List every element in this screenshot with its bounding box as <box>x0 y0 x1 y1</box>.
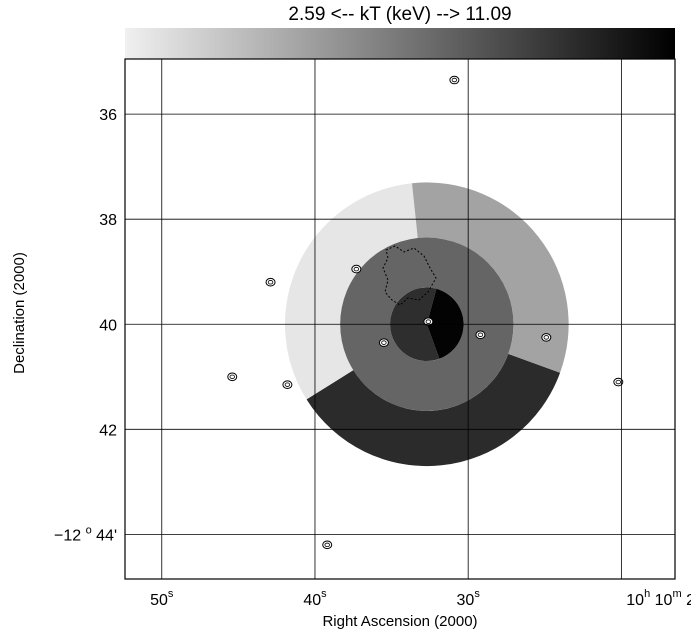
y-tick-label: −12 o 44' <box>54 524 117 544</box>
plot-frame <box>124 58 676 580</box>
coordinate-grid <box>125 59 675 579</box>
point-source <box>423 317 434 326</box>
point-source <box>449 75 460 85</box>
x-tick-label: 30s <box>457 588 481 609</box>
temperature-region <box>411 182 569 373</box>
point-source <box>541 333 552 342</box>
y-tick-labels: 36 38 40 42 −12 o 44' <box>54 107 117 544</box>
temperature-regions <box>284 182 569 467</box>
point-source <box>227 372 238 382</box>
point-source <box>322 540 333 550</box>
y-tick-label: 40 <box>99 317 117 334</box>
colorbar <box>125 28 675 59</box>
y-axis-title: Declination (2000) <box>11 252 28 374</box>
x-tick-label: 10h 10m 20s <box>626 588 691 609</box>
y-tick-label: 42 <box>99 422 117 439</box>
emission-contour <box>382 245 437 306</box>
y-tick-label: 38 <box>99 212 117 229</box>
temperature-region <box>306 353 561 467</box>
temperature-region <box>284 183 418 400</box>
x-axis-title: Right Ascension (2000) <box>322 613 477 630</box>
x-tick-label: 40s <box>303 588 327 609</box>
temperature-region <box>340 237 514 411</box>
point-source <box>265 277 276 287</box>
colorbar-title: 2.59 <-- kT (keV) --> 11.09 <box>288 4 511 25</box>
x-tick-labels: 50s 40s 30s 10h 10m 20s <box>150 588 691 609</box>
x-tick-label: 50s <box>150 588 174 609</box>
point-source <box>378 338 389 347</box>
temperature-region <box>426 288 464 359</box>
point-source <box>351 264 362 274</box>
point-sources <box>227 75 624 550</box>
point-source <box>282 380 293 389</box>
point-source <box>613 377 624 387</box>
y-tick-label: 36 <box>99 107 117 124</box>
point-source <box>475 330 486 340</box>
